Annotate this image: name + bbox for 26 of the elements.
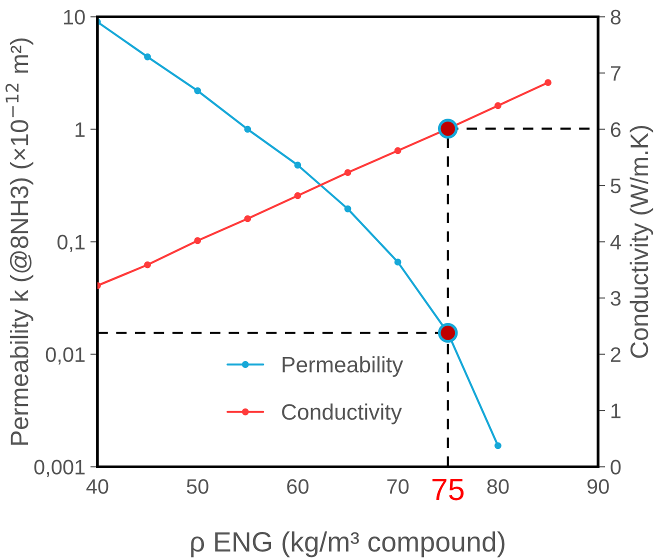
y2-axis-title: Conductivity (W/m.K) (630, 126, 654, 358)
y2-tick-label: 1 (611, 404, 620, 418)
x-tick-label: 50 (186, 479, 208, 494)
y2-tick-label: 0 (610, 460, 621, 475)
y-axis-title: Permeability k (@8NH3) (×10$^{−12}$ m²) (6, 38, 34, 445)
y-tick-label: 0,001 (34, 460, 85, 477)
y-tick-label: 0,1 (57, 234, 85, 252)
y2-tick-label: 6 (610, 122, 621, 138)
y-tick-label: 0,01 (46, 347, 85, 364)
x-tick-label: 60 (287, 479, 308, 494)
x-tick-label: 70 (387, 479, 409, 494)
y-tick-label: 10 (64, 10, 85, 25)
x-tick-label: 90 (587, 479, 609, 494)
y-tick-label: 1 (76, 122, 85, 137)
x-tick-label: 40 (86, 479, 108, 494)
x-axis-title: ρ ENG (kg/m³ compound) (191, 531, 504, 558)
y2-tick-label: 7 (610, 66, 620, 81)
legend-label: Conductivity (282, 404, 402, 424)
x-tick-label: 80 (487, 479, 509, 494)
y2-tick-label: 8 (610, 10, 621, 25)
y2-tick-label: 4 (610, 234, 621, 250)
legend-label: Permeability (282, 356, 404, 377)
y2-tick-label: 5 (610, 178, 621, 194)
annotation: 75 (432, 479, 464, 500)
y2-tick-label: 2 (610, 347, 620, 362)
y2-tick-label: 3 (610, 291, 621, 306)
